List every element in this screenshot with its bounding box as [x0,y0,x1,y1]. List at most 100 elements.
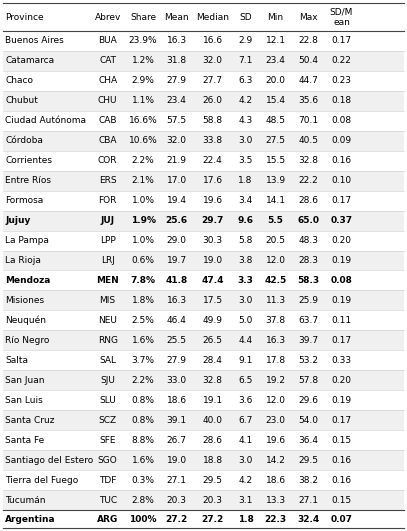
Text: 38.2: 38.2 [299,476,319,485]
Text: 26.7: 26.7 [166,435,187,444]
Bar [3,71,404,91]
Bar [3,191,404,211]
Bar [3,390,404,410]
Text: BUA: BUA [98,37,117,46]
Text: 0.11: 0.11 [331,316,352,325]
Text: 28.4: 28.4 [203,356,223,365]
Text: Chaco: Chaco [5,76,33,85]
Text: Abrev: Abrev [94,13,121,21]
Text: Share: Share [130,13,156,21]
Text: 1.8%: 1.8% [131,296,155,305]
Text: 3.3: 3.3 [238,276,254,285]
Text: 33.8: 33.8 [202,136,223,145]
Text: 1.6%: 1.6% [131,456,155,465]
Text: 1.0%: 1.0% [131,236,155,245]
Text: 29.5: 29.5 [203,476,223,485]
Bar [3,490,404,510]
Text: 21.9: 21.9 [166,156,187,165]
Text: 1.2%: 1.2% [132,56,155,65]
Text: 27.2: 27.2 [201,515,224,524]
Text: 19.4: 19.4 [166,196,187,205]
Text: Catamarca: Catamarca [5,56,54,65]
Bar [3,151,404,170]
Text: 28.3: 28.3 [299,256,319,265]
Bar [3,270,404,290]
Bar [3,370,404,390]
Text: 1.9%: 1.9% [131,216,155,225]
Text: 14.2: 14.2 [266,456,286,465]
Text: 0.10: 0.10 [331,176,352,185]
Text: 3.7%: 3.7% [131,356,155,365]
Text: 23.4: 23.4 [266,56,286,65]
Text: 37.8: 37.8 [266,316,286,325]
Text: SGO: SGO [98,456,118,465]
Text: 0.19: 0.19 [331,296,352,305]
Text: 0.15: 0.15 [331,435,352,444]
Text: 0.09: 0.09 [331,136,352,145]
Text: Chubut: Chubut [5,96,38,105]
Text: 20.3: 20.3 [203,495,223,504]
Text: 7.8%: 7.8% [131,276,155,285]
Bar [3,131,404,151]
Text: 15.4: 15.4 [266,96,286,105]
Text: ARG: ARG [97,515,118,524]
Text: 0.8%: 0.8% [131,396,155,405]
Text: 47.4: 47.4 [201,276,224,285]
Text: 8.8%: 8.8% [131,435,155,444]
Text: 44.7: 44.7 [299,76,319,85]
Text: 18.6: 18.6 [166,396,187,405]
Text: MIS: MIS [100,296,116,305]
Bar [3,211,404,230]
Text: 6.3: 6.3 [239,76,253,85]
Text: 19.7: 19.7 [166,256,187,265]
Text: 40.5: 40.5 [299,136,319,145]
Text: 9.6: 9.6 [238,216,254,225]
Text: 0.17: 0.17 [331,336,352,345]
Text: 2.9%: 2.9% [132,76,155,85]
Text: 0.22: 0.22 [332,56,351,65]
Text: COR: COR [98,156,117,165]
Text: 23.4: 23.4 [167,96,186,105]
Text: 32.4: 32.4 [298,515,319,524]
Text: 27.5: 27.5 [266,136,286,145]
Text: SLU: SLU [99,396,116,405]
Text: 12.1: 12.1 [266,37,286,46]
Text: 39.1: 39.1 [166,416,187,425]
Text: 3.1: 3.1 [239,495,253,504]
Text: CHU: CHU [98,96,117,105]
Text: Min: Min [268,13,284,21]
Text: TDF: TDF [99,476,116,485]
Text: 35.6: 35.6 [298,96,319,105]
Text: 32.0: 32.0 [166,136,187,145]
Bar [3,311,404,330]
Text: 48.3: 48.3 [299,236,319,245]
Text: LPP: LPP [100,236,116,245]
Text: 2.8%: 2.8% [132,495,155,504]
Text: 4.4: 4.4 [239,336,253,345]
Text: 3.0: 3.0 [239,296,253,305]
Text: 46.4: 46.4 [167,316,186,325]
Text: 27.1: 27.1 [299,495,319,504]
Text: CBA: CBA [98,136,117,145]
Text: Santa Cruz: Santa Cruz [5,416,55,425]
Text: 12.0: 12.0 [266,256,286,265]
Text: 48.5: 48.5 [266,116,286,125]
Text: 63.7: 63.7 [298,316,319,325]
Text: 3.6: 3.6 [239,396,253,405]
Text: Tucumán: Tucumán [5,495,46,504]
Text: 15.5: 15.5 [266,156,286,165]
Text: 9.1: 9.1 [239,356,253,365]
Text: 17.8: 17.8 [266,356,286,365]
Text: 5.8: 5.8 [239,236,253,245]
Text: 23.9%: 23.9% [129,37,158,46]
Text: 2.5%: 2.5% [132,316,155,325]
Text: FOR: FOR [98,196,117,205]
Text: 19.1: 19.1 [202,396,223,405]
Text: Misiones: Misiones [5,296,44,305]
Text: 2.1%: 2.1% [132,176,155,185]
Text: 0.16: 0.16 [331,476,352,485]
Text: 20.0: 20.0 [266,76,286,85]
Text: 17.6: 17.6 [202,176,223,185]
Text: 22.4: 22.4 [203,156,222,165]
Text: Río Negro: Río Negro [5,336,49,345]
